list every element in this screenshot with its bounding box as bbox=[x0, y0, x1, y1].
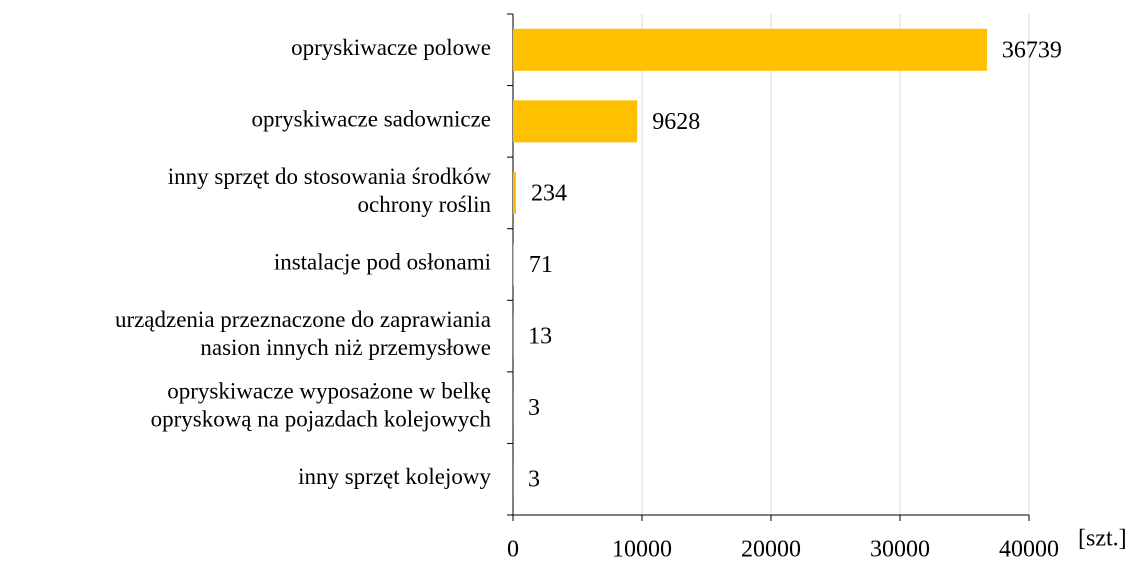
x-tick-label: 40000 bbox=[999, 537, 1059, 563]
bar bbox=[513, 243, 514, 286]
y-tick-label: inny sprzęt kolejowy bbox=[298, 464, 491, 489]
y-tick-label: opryskiwacze wyposażone w belkę opryskową… bbox=[151, 379, 492, 432]
x-tick-label: 0 bbox=[507, 537, 519, 563]
value-label: 36739 bbox=[1002, 37, 1062, 63]
bar bbox=[513, 100, 638, 143]
value-label: 9628 bbox=[652, 109, 700, 135]
x-tick-label: 20000 bbox=[741, 537, 801, 563]
value-label: 3 bbox=[528, 467, 540, 493]
y-tick-label: inny sprzęt do stosowania środków ochrony… bbox=[168, 164, 492, 217]
y-tick-label: instalacje pod osłonami bbox=[274, 250, 491, 275]
value-label: 71 bbox=[529, 252, 553, 278]
x-tick-label: 10000 bbox=[612, 537, 672, 563]
value-label: 13 bbox=[528, 324, 552, 350]
value-label: 3 bbox=[528, 395, 540, 421]
axis-label: [szt.] bbox=[1078, 526, 1127, 552]
y-tick-label: urządzenia przeznaczone do zaprawiania na… bbox=[115, 307, 491, 360]
y-tick-label: opryskiwacze sadownicze bbox=[252, 107, 491, 132]
value-label: 234 bbox=[531, 180, 567, 206]
y-tick-label: opryskiwacze polowe bbox=[291, 35, 491, 60]
x-tick-label: 30000 bbox=[870, 537, 930, 563]
bar bbox=[513, 28, 987, 71]
bar bbox=[513, 171, 517, 214]
